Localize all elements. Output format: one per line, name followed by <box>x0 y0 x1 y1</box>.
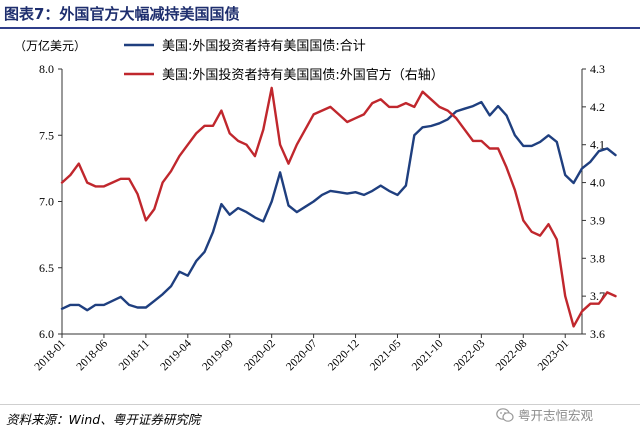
y-left-tick-label: 6.0 <box>39 327 54 341</box>
y-right-tick-label: 3.7 <box>590 289 605 303</box>
x-tick-label: 2018-01 <box>33 337 69 373</box>
y-right-tick-label: 3.6 <box>590 327 605 341</box>
x-tick-label: 2020-12 <box>326 337 362 373</box>
y-right-tick-label: 4.2 <box>590 100 605 114</box>
legend-label-1: 美国:外国投资者持有美国国债:合计 <box>162 38 366 54</box>
series-line-1 <box>60 100 617 312</box>
y-left-tick-label: 8.0 <box>39 62 54 76</box>
x-tick-label: 2018-06 <box>74 337 110 373</box>
series-line-2 <box>60 86 617 328</box>
x-tick-label: 2021-10 <box>410 337 446 373</box>
chart-title: 图表7：外国官方大幅减持美国国债 <box>4 5 240 23</box>
x-tick-label: 2021-05 <box>368 337 404 373</box>
title-bar: 图表7：外国官方大幅减持美国国债 <box>0 0 640 27</box>
y-axis-unit-label: （万亿美元） <box>14 39 87 53</box>
legend-label-2: 美国:外国投资者持有美国国债:外国官方（右轴） <box>162 67 444 83</box>
y-right-tick-label: 4.0 <box>590 176 605 190</box>
wechat-icon <box>496 407 514 422</box>
x-tick-label: 2022-03 <box>452 337 488 373</box>
y-right-tick-label: 4.1 <box>590 138 605 152</box>
title-divider <box>0 27 640 29</box>
x-tick-label: 2018-11 <box>117 337 152 372</box>
y-right-tick-label: 4.3 <box>590 62 605 76</box>
x-tick-label: 2022-08 <box>494 337 530 373</box>
footer-divider <box>0 404 640 405</box>
x-tick-label: 2019-04 <box>158 337 194 373</box>
watermark: 粤开志恒宏观 <box>496 405 593 424</box>
y-right-tick-label: 3.9 <box>590 213 605 227</box>
y-right-tick-label: 3.8 <box>590 251 605 265</box>
x-tick-label: 2020-02 <box>242 337 278 373</box>
y-left-tick-label: 7.0 <box>39 195 54 209</box>
watermark-text: 粤开志恒宏观 <box>518 408 594 423</box>
y-left-tick-label: 7.5 <box>39 128 54 142</box>
x-tick-label: 2020-07 <box>284 337 320 373</box>
y-left-tick-label: 6.5 <box>39 261 54 275</box>
source-note: 资料来源：Wind、粤开证券研究院 <box>6 412 201 427</box>
x-tick-label: 2019-09 <box>200 337 236 373</box>
line-chart: 6.0 6.5 7.0 7.5 8.0 3.6 3.7 3.8 3.9 4.0 4.1 4.2 4.3 2… <box>33 38 617 373</box>
x-tick-label: 2023-01 <box>536 337 572 373</box>
